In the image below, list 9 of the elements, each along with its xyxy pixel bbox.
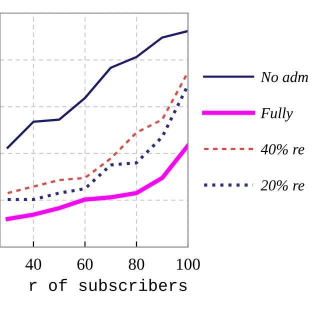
legend-label: 20% re <box>260 180 304 191</box>
x-tick-label: 80 <box>128 258 144 270</box>
legend-label: Fully <box>260 108 293 122</box>
x-tick-label: 60 <box>77 258 93 270</box>
legend-label: No adm <box>260 71 308 82</box>
x-tick-label: 40 <box>25 258 42 270</box>
legend-label: 40% re <box>260 144 304 154</box>
x-tick-label: 100 <box>176 258 200 270</box>
x-axis-title: r of subscribers <box>30 278 187 292</box>
